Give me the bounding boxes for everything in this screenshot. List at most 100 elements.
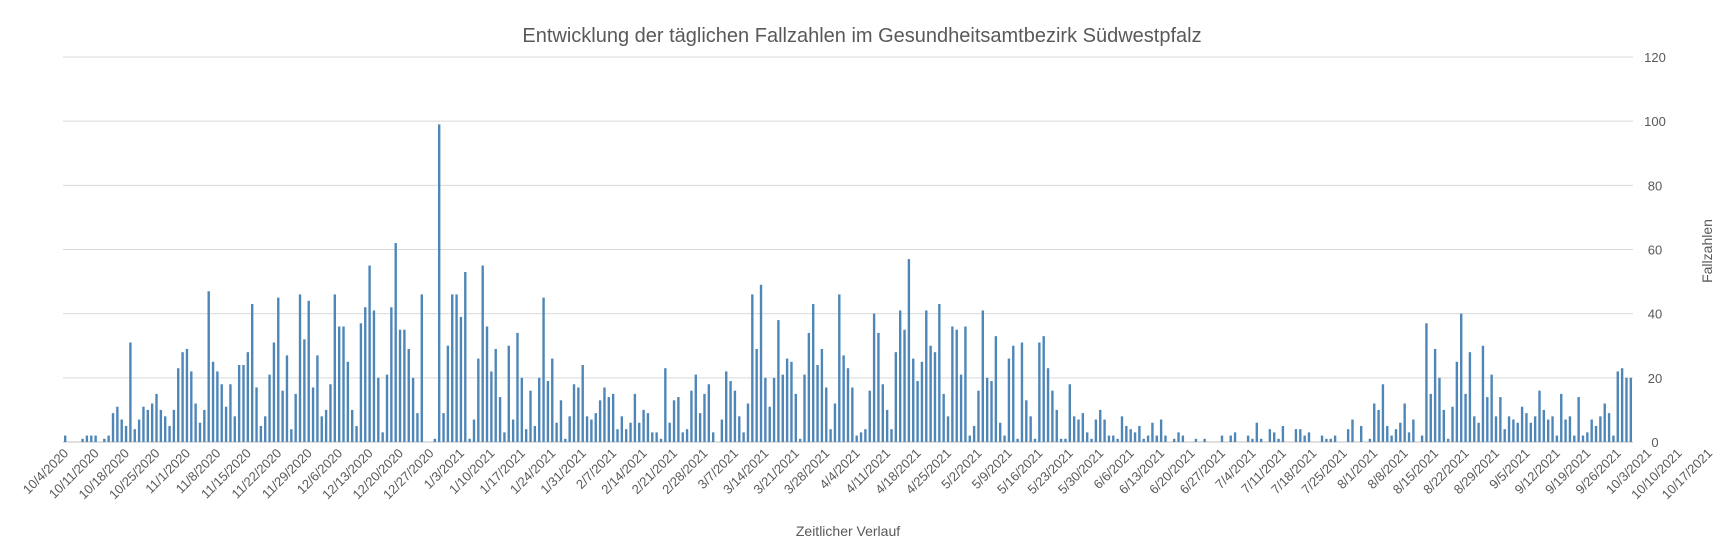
y-axis-ticks: 0 20 40 60 80 100 120 — [1644, 50, 1666, 450]
bar — [1490, 374, 1493, 443]
bar — [1386, 425, 1389, 442]
bar — [490, 371, 493, 442]
bar — [959, 374, 963, 443]
bar — [85, 435, 89, 442]
bar — [455, 294, 458, 442]
bar — [999, 422, 1002, 442]
bar — [690, 390, 693, 442]
bar — [155, 393, 158, 443]
bar — [994, 336, 998, 443]
bar — [1512, 419, 1515, 442]
bar — [1464, 393, 1467, 443]
bar — [311, 387, 315, 442]
bar — [1581, 435, 1585, 442]
bar — [642, 409, 645, 442]
bar — [1159, 419, 1163, 442]
bar — [864, 429, 867, 442]
bar — [603, 387, 606, 442]
bar — [598, 400, 602, 442]
bar — [1533, 416, 1537, 442]
bar — [459, 316, 463, 443]
bar — [946, 416, 950, 442]
bar — [1133, 432, 1137, 443]
bar — [964, 326, 967, 442]
bar — [1086, 432, 1089, 443]
bar — [1320, 435, 1324, 442]
bar — [1194, 438, 1198, 442]
bar — [411, 377, 415, 442]
bar — [185, 348, 189, 442]
bar — [420, 294, 423, 442]
bar — [94, 435, 97, 442]
bar — [1294, 429, 1298, 442]
bar — [446, 345, 450, 442]
bar — [398, 329, 402, 442]
bar — [1116, 438, 1119, 442]
bar — [620, 416, 624, 442]
bar — [894, 352, 898, 442]
bar — [1016, 438, 1019, 442]
bar — [1268, 429, 1272, 442]
bar — [738, 416, 741, 442]
bar — [224, 406, 228, 442]
bar — [285, 355, 289, 443]
bar — [194, 403, 197, 442]
bar — [303, 339, 306, 442]
bar — [407, 348, 410, 442]
bar — [1146, 435, 1150, 442]
bar — [1094, 419, 1098, 442]
bar — [1499, 397, 1502, 442]
bar — [464, 271, 467, 442]
bar — [477, 358, 480, 442]
bar — [1473, 416, 1476, 442]
bar — [990, 381, 993, 442]
bar — [290, 429, 293, 442]
bar — [851, 387, 854, 442]
bar — [955, 329, 958, 442]
y-tick-label: 100 — [1644, 114, 1666, 129]
bar — [294, 393, 297, 443]
bar — [507, 345, 510, 442]
bar — [720, 419, 724, 442]
bar — [977, 390, 980, 442]
bar — [1403, 403, 1406, 442]
bar — [1103, 419, 1106, 442]
bar — [1616, 371, 1619, 442]
bar — [1590, 419, 1593, 442]
bar — [798, 438, 802, 442]
bar — [655, 432, 658, 443]
bar — [542, 297, 545, 443]
bar — [916, 381, 919, 442]
bar — [803, 374, 806, 443]
bar — [198, 422, 202, 442]
bar — [885, 409, 889, 442]
bar — [1503, 429, 1506, 442]
bar — [1020, 342, 1024, 442]
bar — [772, 377, 776, 442]
bar — [233, 416, 236, 442]
bar — [807, 332, 811, 442]
bar — [1381, 384, 1385, 442]
bar — [1547, 419, 1550, 442]
bar — [1003, 435, 1006, 442]
bar — [1564, 419, 1567, 442]
y-tick-label: 20 — [1648, 371, 1662, 386]
bar — [1555, 435, 1559, 442]
bar — [1155, 435, 1158, 442]
bar — [351, 409, 354, 442]
bar — [616, 429, 619, 442]
bar — [703, 393, 706, 443]
bar — [555, 422, 558, 442]
bar — [594, 413, 597, 443]
bar — [1420, 435, 1424, 442]
bar — [794, 393, 798, 443]
bar — [1551, 416, 1554, 442]
bar — [1172, 438, 1176, 442]
bar — [1477, 422, 1480, 442]
bar — [159, 409, 163, 442]
bar — [172, 409, 176, 442]
bar — [451, 294, 454, 442]
bar — [1120, 416, 1124, 442]
bar — [1307, 432, 1311, 443]
